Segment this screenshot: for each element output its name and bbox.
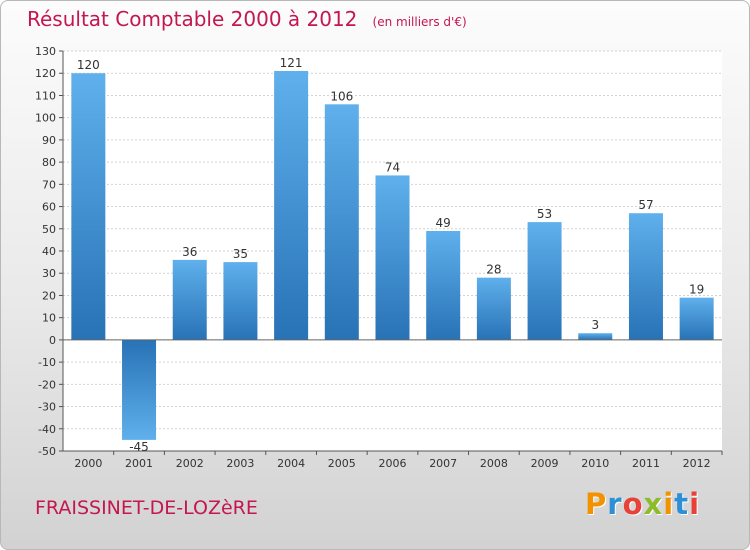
bar-2000	[71, 73, 106, 340]
y-tick-label: 100	[35, 112, 56, 125]
value-label: 121	[280, 56, 303, 70]
y-tick-label: 50	[42, 223, 56, 236]
y-tick-label: -50	[38, 445, 56, 458]
value-label: 120	[77, 58, 100, 72]
x-tick-label: 2012	[683, 457, 711, 470]
x-tick-label: 2002	[176, 457, 204, 470]
bars	[71, 71, 714, 440]
x-tick-label: 2001	[125, 457, 153, 470]
y-tick-label: 70	[42, 178, 56, 191]
logo-letter: i	[663, 487, 675, 521]
y-tick-label: 90	[42, 134, 56, 147]
y-tick-label: 110	[35, 89, 56, 102]
x-tick-labels: 2000 2001 2002 2003 2004 2005 2006 2007 2008 2009…	[74, 457, 710, 470]
value-label: 53	[537, 207, 552, 221]
y-tick-label: 60	[42, 201, 56, 214]
proxiti-logo[interactable]: Proxiti	[585, 487, 700, 521]
bar-2002	[172, 259, 207, 340]
title-row: Résultat Comptable 2000 à 2012 (en milli…	[27, 7, 467, 31]
x-tick-label: 2007	[429, 457, 457, 470]
logo-letter: x	[643, 487, 664, 521]
y-tick-label: 0	[49, 334, 56, 347]
y-tick-label: 20	[42, 289, 56, 302]
bar-2007	[426, 231, 461, 340]
x-tick-label: 2000	[74, 457, 102, 470]
value-label: 49	[436, 216, 451, 230]
x-tick-label: 2006	[379, 457, 407, 470]
x-tick-label: 2008	[480, 457, 508, 470]
logo-letter: P	[585, 487, 608, 521]
value-label: 106	[330, 89, 353, 103]
bar-2012	[679, 297, 714, 340]
x-tick-label: 2011	[632, 457, 660, 470]
y-tick-label: 40	[42, 245, 56, 258]
bar-2011	[628, 213, 663, 340]
x-tick-label: 2009	[531, 457, 559, 470]
y-tick-label: -10	[38, 356, 56, 369]
chart-title: Résultat Comptable 2000 à 2012	[27, 7, 358, 31]
value-label: -45	[129, 440, 149, 454]
value-label: 28	[486, 263, 501, 277]
commune-name: FRAISSINET-DE-LOZèRE	[35, 497, 258, 519]
chart-subtitle: (en milliers d'€)	[372, 15, 467, 29]
bar-2003	[223, 262, 258, 340]
bar-2005	[324, 104, 359, 340]
y-tick-label: 130	[35, 45, 56, 58]
value-label: 35	[233, 247, 248, 261]
y-tick-label: 30	[42, 267, 56, 280]
bar-2008	[476, 277, 511, 340]
value-label: 19	[689, 283, 704, 297]
logo-letter: r	[607, 487, 623, 521]
value-label: 74	[385, 160, 400, 174]
y-tick-label: 120	[35, 67, 56, 80]
value-label: 3	[591, 318, 599, 332]
x-tick-label: 2004	[277, 457, 305, 470]
logo-letter: i	[689, 487, 701, 521]
x-tick-label: 2003	[226, 457, 254, 470]
value-label: 57	[638, 198, 653, 212]
bar-2009	[527, 222, 562, 340]
y-tick-label: -20	[38, 378, 56, 391]
bar-2006	[375, 175, 410, 340]
bar-2010	[578, 333, 613, 340]
logo-letter: t	[674, 487, 690, 521]
y-tick-labels: -50 -40 -30 -20 -10 0 10 20 30 40 50 60 70 80 90 100 110…	[35, 45, 56, 458]
value-label: 36	[182, 245, 197, 259]
x-tick-label: 2005	[328, 457, 356, 470]
axes	[59, 50, 723, 455]
bar-2004	[274, 71, 309, 340]
value-labels: 120 -45 36 35 121 106 74 49 28 53 3 57 19	[77, 56, 704, 454]
y-tick-label: -30	[38, 401, 56, 414]
logo-letter: o	[622, 487, 644, 521]
bar-2001	[122, 339, 157, 440]
x-tick-label: 2010	[581, 457, 609, 470]
y-tick-label: 80	[42, 156, 56, 169]
y-tick-label: -40	[38, 423, 56, 436]
y-tick-label: 10	[42, 312, 56, 325]
